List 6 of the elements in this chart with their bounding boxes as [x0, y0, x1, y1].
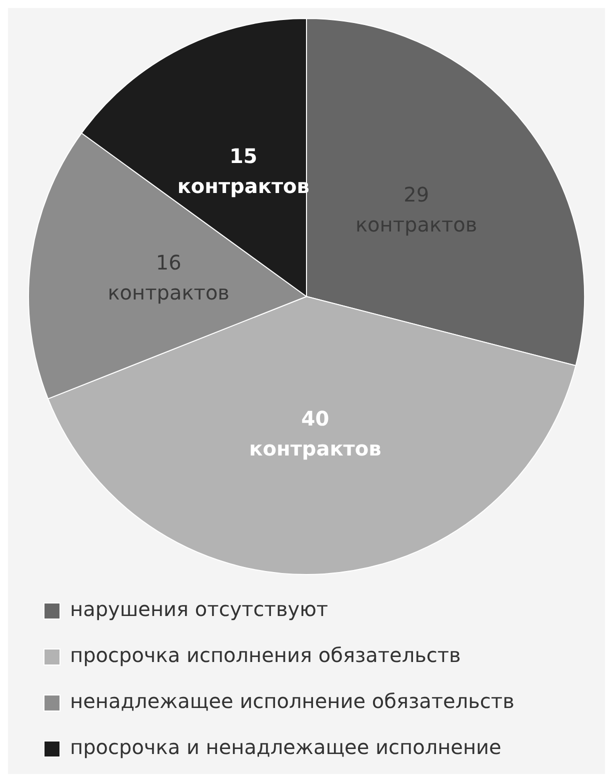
data-label: 16 контрактов — [108, 250, 230, 304]
legend-label: нарушения отсутствуют — [70, 597, 328, 622]
legend-label: просрочка исполнения обязательств — [70, 643, 461, 668]
data-label: 40 контрактов — [249, 406, 382, 460]
legend-label: ненадлежащее исполнение обязательств — [70, 689, 514, 714]
legend-label: просрочка и ненадлежащее исполнение — [70, 735, 502, 760]
